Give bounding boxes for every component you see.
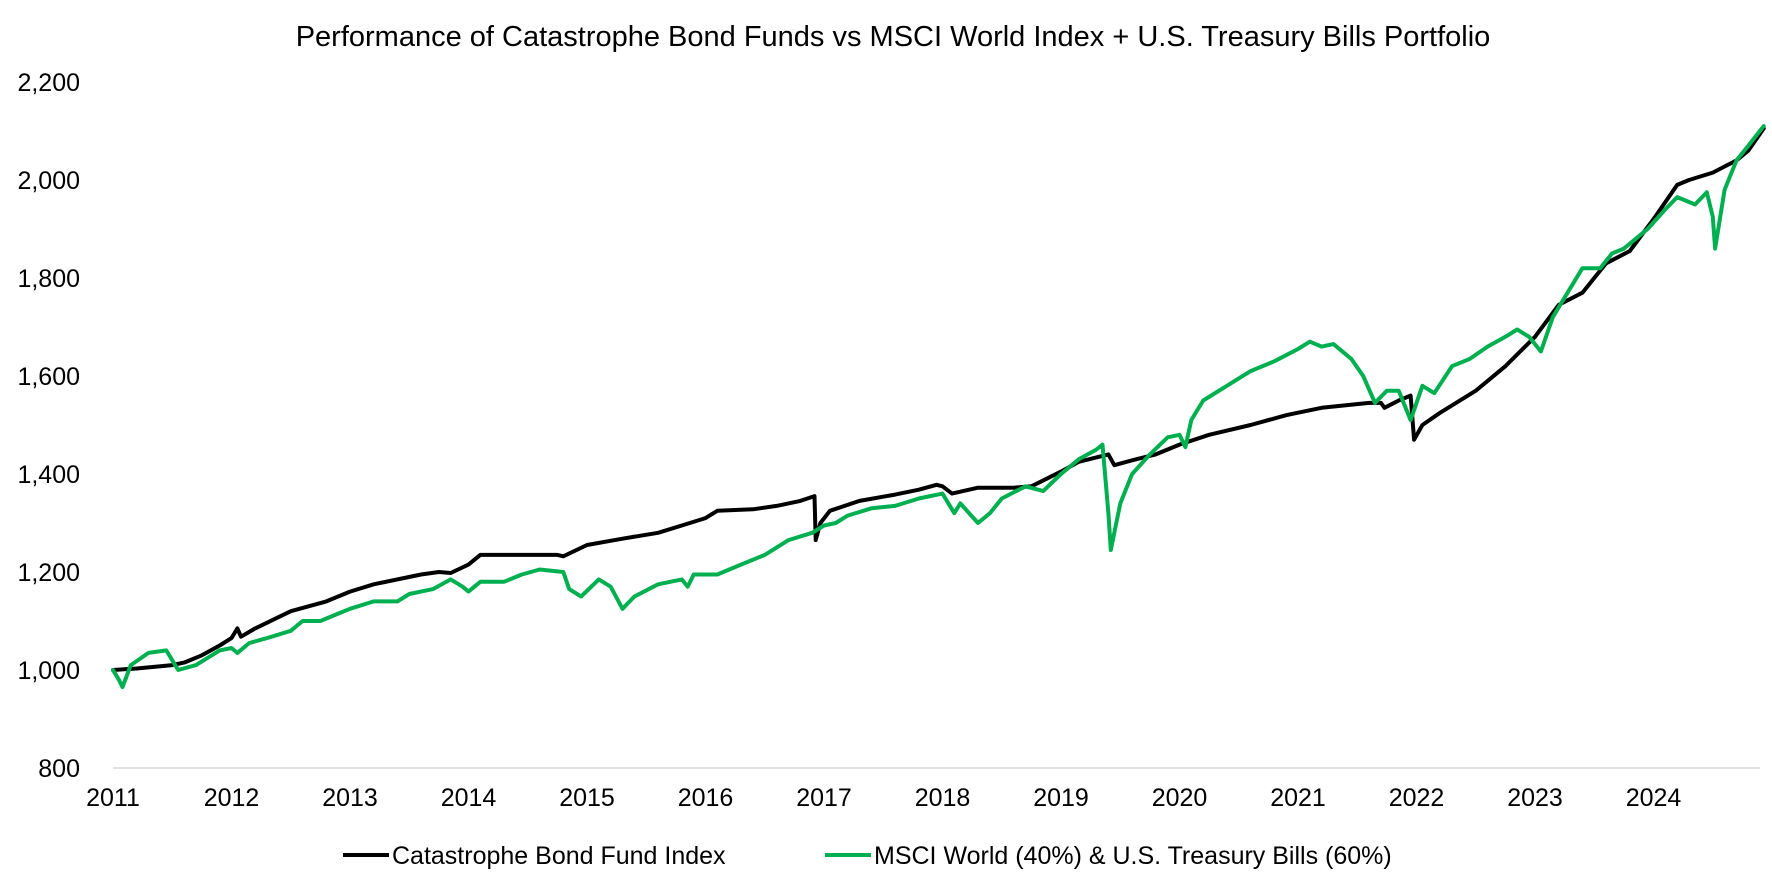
- y-tick-label: 1,600: [17, 363, 80, 391]
- x-tick-label: 2019: [1033, 784, 1089, 812]
- x-tick-label: 2021: [1270, 784, 1326, 812]
- y-tick-label: 1,800: [17, 265, 80, 293]
- legend-label-1: Catastrophe Bond Fund Index: [392, 842, 726, 870]
- x-tick-label: 2015: [559, 784, 615, 812]
- series-line-2: [111, 124, 1766, 690]
- x-tick-label: 2024: [1626, 784, 1682, 812]
- y-axis: 800 1,000 1,200 1,400 1,600 1,800 2,000 2,200: [17, 69, 80, 783]
- plot-area: [111, 124, 1766, 690]
- y-tick-label: 1,200: [17, 559, 80, 587]
- series-line-1: [111, 126, 1766, 672]
- x-tick-label: 2016: [678, 784, 734, 812]
- x-tick-label: 2023: [1507, 784, 1563, 812]
- x-tick-label: 2014: [441, 784, 497, 812]
- x-tick-label: 2012: [204, 784, 260, 812]
- x-tick-label: 2018: [915, 784, 971, 812]
- legend-label-2: MSCI World (40%) & U.S. Treasury Bills (…: [874, 842, 1392, 870]
- x-tick-label: 2011: [86, 784, 140, 812]
- x-axis: 2011 2012 2013 2014 2015 2016 2017 2018 2019 2020…: [86, 767, 1760, 812]
- y-tick-label: 2,200: [17, 69, 80, 97]
- y-tick-label: 2,000: [17, 167, 80, 195]
- y-tick-label: 1,400: [17, 461, 80, 489]
- x-tick-label: 2017: [796, 784, 852, 812]
- x-tick-label: 2020: [1152, 784, 1208, 812]
- y-tick-label: 1,000: [17, 657, 80, 685]
- x-tick-label: 2022: [1389, 784, 1445, 812]
- chart-title: Performance of Catastrophe Bond Funds vs…: [296, 21, 1491, 53]
- x-tick-label: 2013: [322, 784, 378, 812]
- y-tick-label: 800: [38, 755, 80, 783]
- legend: Catastrophe Bond Fund Index MSCI World (4…: [343, 842, 1392, 870]
